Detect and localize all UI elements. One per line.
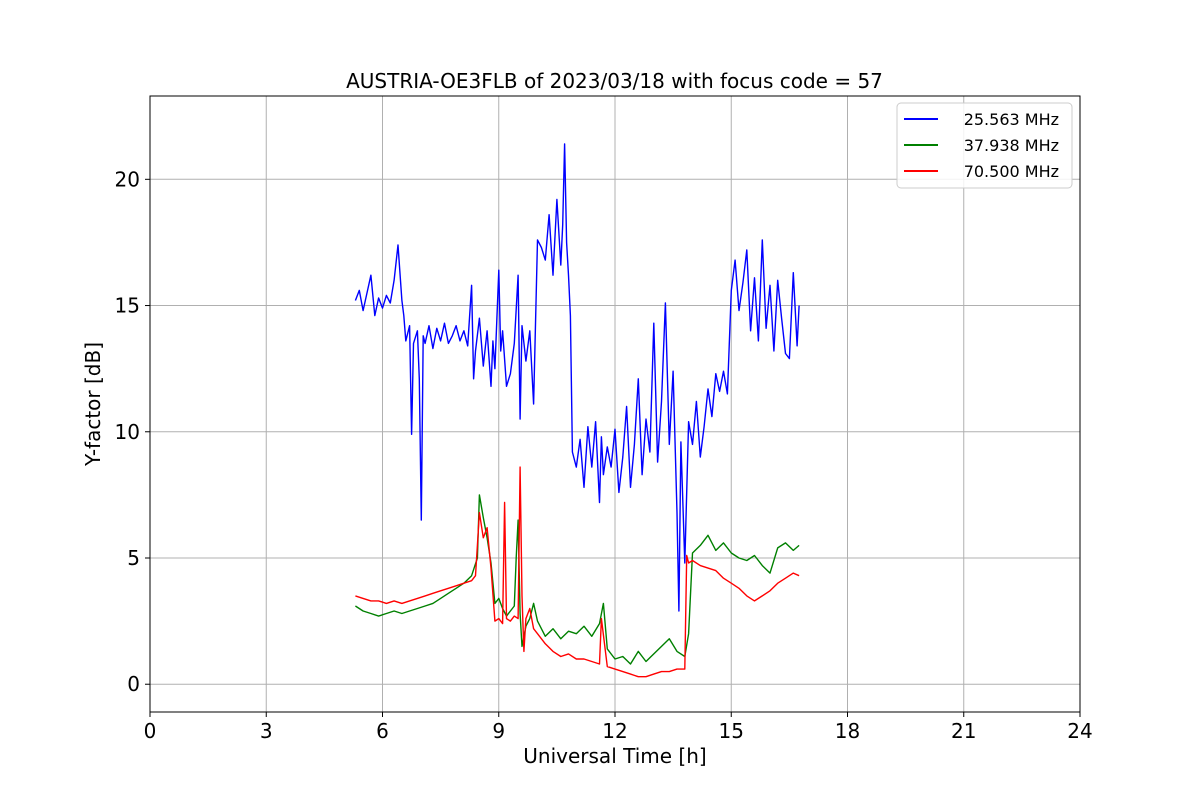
x-tick-label: 21 (951, 719, 976, 743)
x-axis-label: Universal Time [h] (523, 744, 706, 768)
legend-label-2: 70.500 MHz (964, 162, 1059, 181)
axis-ticks: 0 3 6 9 12 15 18 21 24 0 5 10 15 20 (115, 167, 1093, 743)
y-tick-label: 10 (115, 420, 140, 444)
legend-label-0: 25.563 MHz (964, 110, 1059, 129)
x-tick-label: 18 (835, 719, 860, 743)
x-tick-label: 0 (144, 719, 157, 743)
plot-series (354, 143, 800, 678)
x-tick-label: 9 (492, 719, 505, 743)
x-tick-label: 15 (719, 719, 744, 743)
legend-box (896, 102, 1073, 189)
series-line-1 (355, 494, 800, 665)
y-axis-label: Y-factor [dB] (81, 342, 105, 467)
x-tick-label: 6 (376, 719, 389, 743)
y-tick-label: 5 (127, 546, 140, 570)
y-tick-label: 15 (115, 294, 140, 318)
y-tick-label: 20 (115, 167, 140, 191)
x-tick-label: 12 (602, 719, 627, 743)
legend-label-1: 37.938 MHz (964, 136, 1059, 155)
chart-title: AUSTRIA-OE3FLB of 2023/03/18 with focus … (346, 69, 883, 93)
x-tick-label: 24 (1067, 719, 1092, 743)
y-tick-label: 0 (127, 672, 140, 696)
series-line-0 (354, 143, 800, 612)
legend: 25.563 MHz 37.938 MHz 70.500 MHz (896, 102, 1073, 189)
x-tick-label: 3 (260, 719, 273, 743)
series-line-2 (355, 466, 800, 678)
